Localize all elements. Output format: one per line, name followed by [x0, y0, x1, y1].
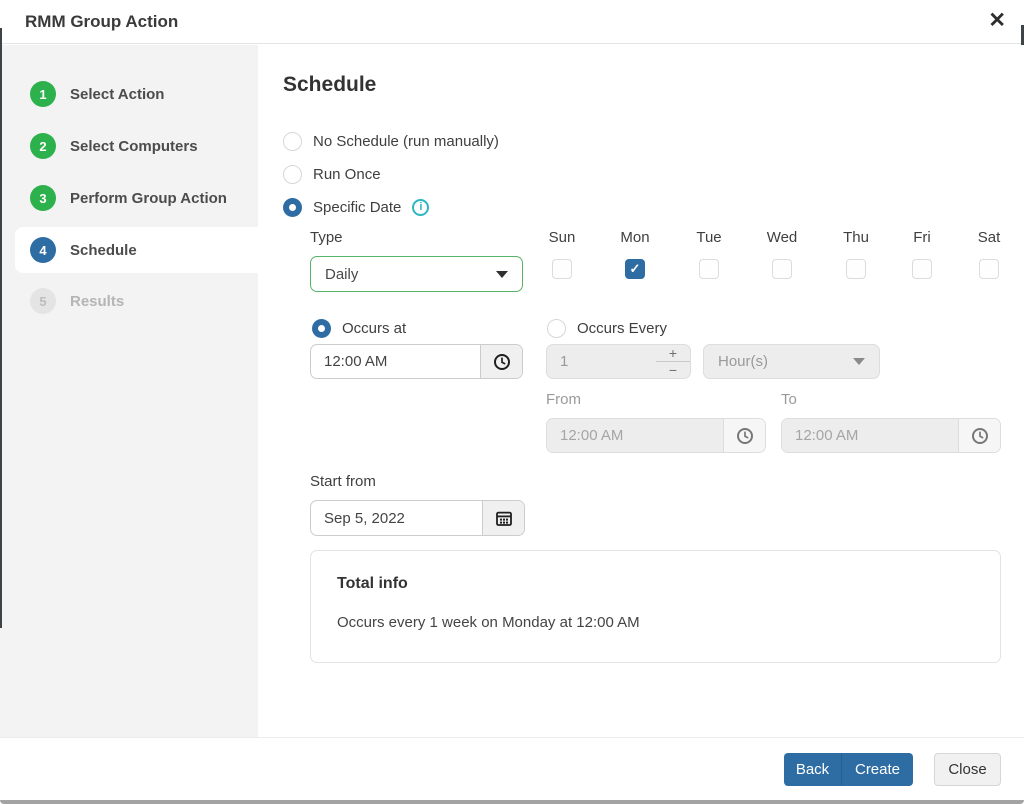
day-checkbox-thu[interactable] [846, 259, 866, 279]
step-label: Perform Group Action [70, 189, 227, 207]
radio-label: No Schedule (run manually) [313, 132, 499, 150]
day-label: Wed [766, 229, 798, 246]
radio-icon[interactable] [312, 318, 331, 338]
increment-icon: + [656, 345, 690, 362]
occurs-at-time-input-group: 12:00 AM [310, 344, 523, 379]
radio-option-specific-date[interactable]: Specific Date i [283, 196, 430, 218]
day-checkbox-fri[interactable] [912, 259, 932, 279]
background-artifact [0, 28, 2, 628]
to-time-input-group: 12:00 AM [781, 418, 1001, 453]
day-label: Fri [913, 229, 931, 246]
start-date-input-group: Sep 5, 2022 [310, 500, 525, 536]
day-column-mon: Mon ✓ [610, 229, 660, 279]
radio-option-run-once[interactable]: Run Once [283, 163, 381, 185]
day-column-fri: Fri [897, 229, 947, 279]
step-number-badge: 4 [30, 237, 56, 263]
day-column-sat: Sat [964, 229, 1014, 279]
interval-value: 1 [560, 353, 569, 370]
step-label: Schedule [70, 241, 137, 259]
total-info-text: Occurs every 1 week on Monday at 12:00 A… [337, 614, 640, 631]
type-label: Type [310, 229, 343, 246]
occurs-at-time-input[interactable]: 12:00 AM [324, 353, 388, 370]
day-label: Thu [843, 229, 869, 246]
radio-label: Specific Date [313, 198, 402, 216]
day-checkbox-tue[interactable] [699, 259, 719, 279]
day-column-sun: Sun [537, 229, 587, 279]
clock-icon [958, 419, 1000, 452]
start-from-label: Start from [310, 473, 376, 490]
radio-label: Run Once [313, 165, 381, 183]
dialog-bottom-edge [0, 800, 1024, 804]
sidebar-item-schedule[interactable]: 4 Schedule [30, 237, 137, 263]
total-info-title: Total info [337, 575, 408, 592]
background-artifact [1021, 25, 1024, 45]
radio-option-no-schedule[interactable]: No Schedule (run manually) [283, 130, 499, 152]
create-button[interactable]: Create [841, 753, 913, 786]
start-date-input[interactable]: Sep 5, 2022 [324, 509, 405, 527]
step-number-badge: 1 [30, 81, 56, 107]
type-select[interactable]: Daily [310, 256, 523, 292]
total-info-box: Total info Occurs every 1 week on Monday… [310, 550, 1001, 663]
interval-stepper: 1 + − [546, 344, 691, 379]
radio-option-occurs-every[interactable]: Occurs Every [547, 317, 667, 339]
day-checkbox-sat[interactable] [979, 259, 999, 279]
day-label: Mon [620, 229, 650, 246]
wizard-sidebar: 1 Select Action 2 Select Computers 3 Per… [0, 45, 258, 737]
radio-option-occurs-at[interactable]: Occurs at [312, 317, 406, 339]
day-label: Sun [548, 229, 576, 246]
chevron-down-icon [496, 270, 508, 278]
day-column-tue: Tue [684, 229, 734, 279]
clock-icon [723, 419, 765, 452]
schedule-panel: Schedule No Schedule (run manually) Run … [258, 45, 1024, 737]
from-time-input: 12:00 AM [547, 419, 723, 452]
page-title: Schedule [283, 73, 377, 96]
sidebar-item-perform-group-action[interactable]: 3 Perform Group Action [30, 185, 227, 211]
sidebar-item-results: 5 Results [30, 288, 124, 314]
stepper-buttons: + − [656, 345, 690, 378]
to-time-input: 12:00 AM [782, 419, 958, 452]
day-label: Sat [977, 229, 1001, 246]
check-icon: ✓ [629, 261, 641, 276]
close-button[interactable]: Close [934, 753, 1001, 786]
radio-icon[interactable] [283, 197, 302, 217]
from-label: From [546, 391, 581, 408]
decrement-icon: − [668, 362, 678, 378]
step-number-badge: 5 [30, 288, 56, 314]
step-number-badge: 2 [30, 133, 56, 159]
chevron-down-icon [853, 358, 865, 365]
to-label: To [781, 391, 797, 408]
radio-icon[interactable] [283, 131, 302, 151]
unit-select-value: Hour(s) [718, 353, 769, 370]
day-label: Tue [696, 229, 722, 246]
sidebar-item-select-action[interactable]: 1 Select Action [30, 81, 164, 107]
calendar-icon[interactable] [482, 501, 524, 535]
step-number-badge: 3 [30, 185, 56, 211]
radio-label: Occurs at [342, 319, 407, 337]
sidebar-item-select-computers[interactable]: 2 Select Computers [30, 133, 198, 159]
step-label: Select Action [70, 85, 165, 103]
step-label: Results [70, 292, 125, 310]
radio-icon[interactable] [547, 318, 566, 338]
day-checkbox-mon[interactable]: ✓ [625, 259, 645, 279]
radio-icon[interactable] [283, 164, 302, 184]
unit-select: Hour(s) [703, 344, 880, 379]
info-icon: i [412, 198, 430, 216]
from-time-input-group: 12:00 AM [546, 418, 766, 453]
dialog-title: RMM Group Action [25, 11, 179, 31]
close-icon[interactable]: ✕ [988, 9, 1006, 32]
dialog-header: RMM Group Action ✕ [0, 0, 1024, 44]
day-checkbox-wed[interactable] [772, 259, 792, 279]
day-column-wed: Wed [757, 229, 807, 279]
day-column-thu: Thu [831, 229, 881, 279]
radio-label: Occurs Every [577, 319, 668, 337]
dialog-footer: Back Create Close [0, 737, 1024, 800]
type-select-value: Daily [325, 265, 359, 283]
day-checkbox-sun[interactable] [552, 259, 572, 279]
clock-icon[interactable] [480, 345, 522, 378]
step-label: Select Computers [70, 137, 198, 155]
back-button[interactable]: Back [784, 753, 841, 786]
